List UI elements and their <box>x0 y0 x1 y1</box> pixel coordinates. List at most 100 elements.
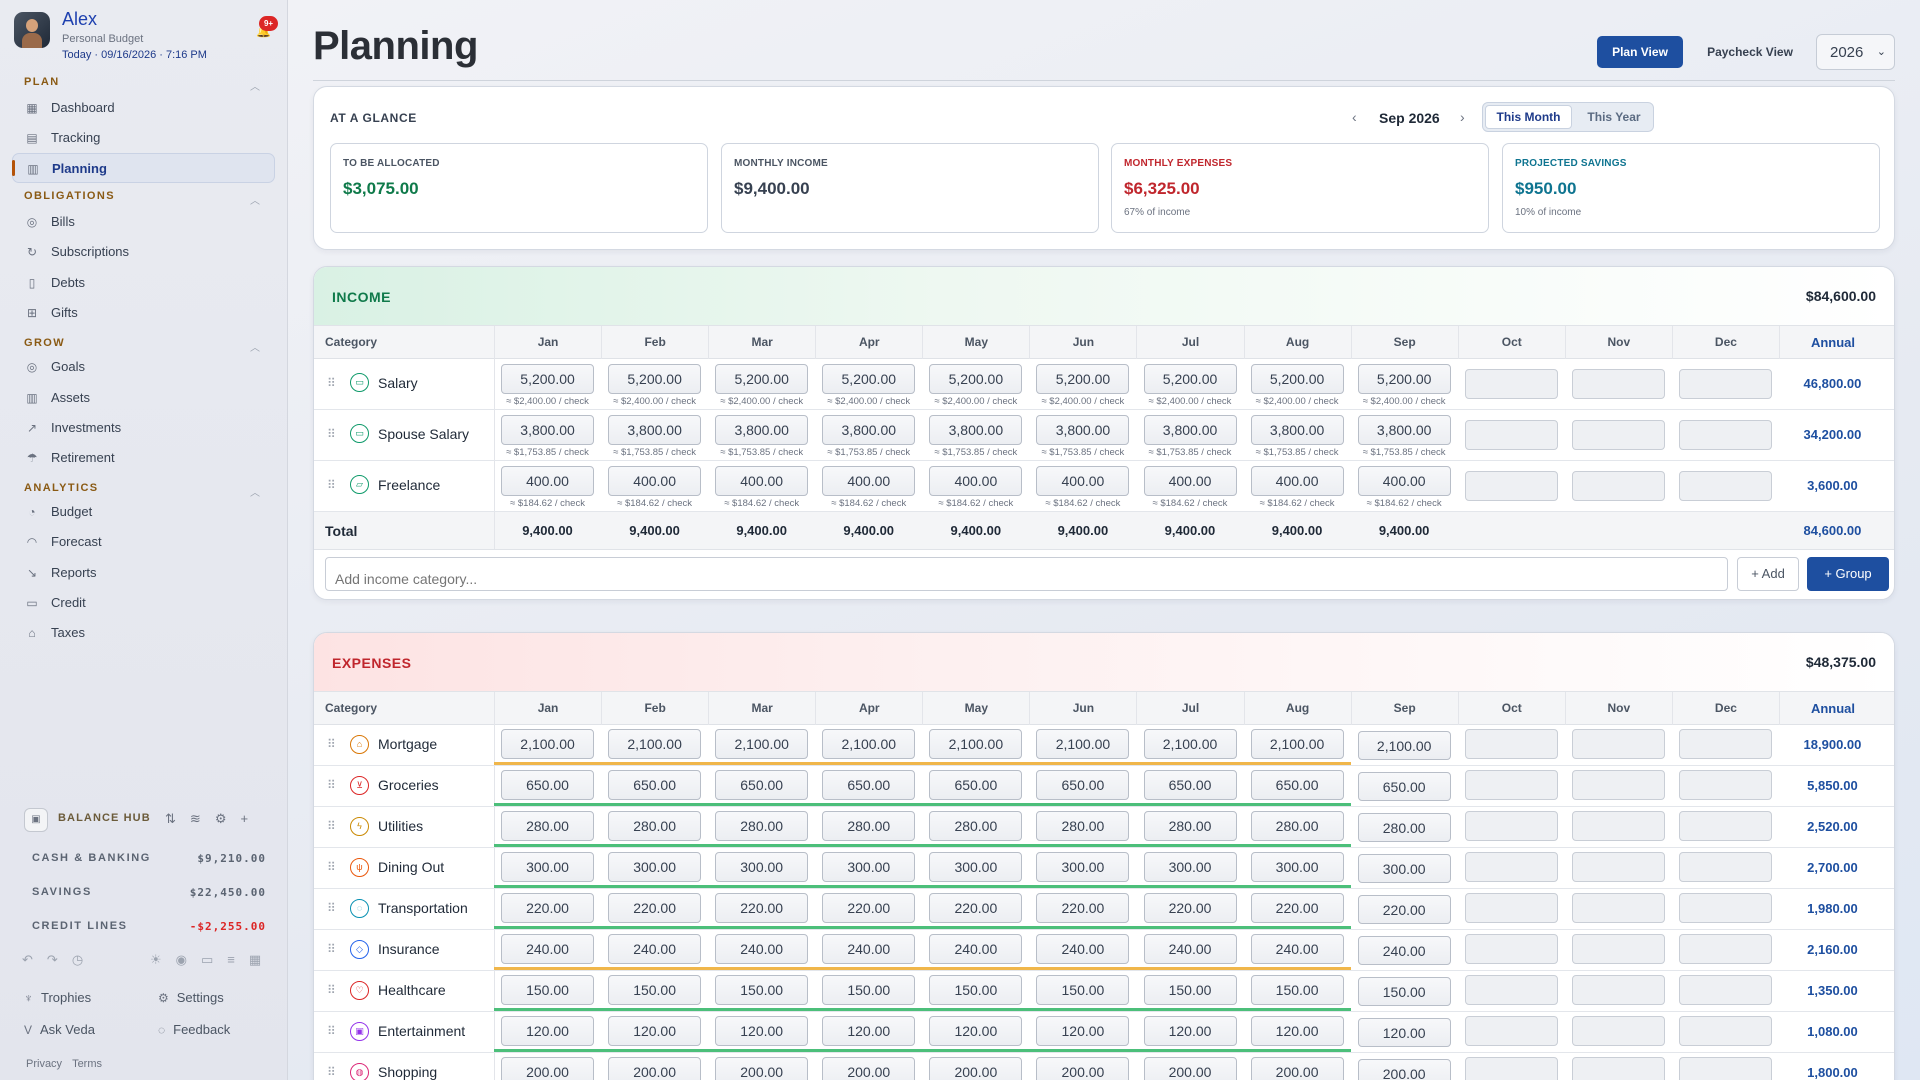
month-amount-input[interactable]: 240.00 <box>1250 934 1344 964</box>
month-amount-input[interactable] <box>1464 975 1558 1005</box>
month-amount-input[interactable]: 240.00 <box>929 934 1023 964</box>
this-year-tab[interactable]: This Year <box>1587 110 1641 124</box>
month-amount-input[interactable]: 300.00 <box>715 852 809 882</box>
month-amount-input[interactable]: 120.00 <box>608 1016 702 1046</box>
sort-icon[interactable]: ⇅ <box>165 811 190 826</box>
month-amount-input[interactable] <box>1571 811 1665 841</box>
month-amount-input[interactable] <box>1678 934 1772 964</box>
month-amount-input[interactable]: 400.00 <box>501 466 595 496</box>
month-amount-input[interactable]: 220.00 <box>608 893 702 923</box>
month-amount-input[interactable]: 400.00 <box>608 466 702 496</box>
this-month-tab[interactable]: This Month <box>1485 105 1572 129</box>
balance-row[interactable]: CASH & BANKING $9,210.00 <box>32 848 272 868</box>
month-amount-input[interactable]: 240.00 <box>608 934 702 964</box>
month-amount-input[interactable]: 120.00 <box>1036 1016 1130 1046</box>
month-amount-input[interactable]: 400.00 <box>1357 466 1451 496</box>
month-amount-input[interactable]: 150.00 <box>1143 975 1237 1005</box>
sidebar-item-taxes[interactable]: ⌂ Taxes <box>12 618 275 648</box>
month-amount-input[interactable] <box>1678 471 1772 501</box>
month-amount-input[interactable] <box>1678 420 1772 450</box>
month-amount-input[interactable]: 200.00 <box>1250 1057 1344 1080</box>
chevron-right-icon[interactable]: › <box>1460 109 1465 125</box>
sidebar-item-assets[interactable]: ▥ Assets <box>12 383 275 413</box>
month-amount-input[interactable] <box>1571 729 1665 759</box>
sidebar-item-credit[interactable]: ▭ Credit <box>12 588 275 618</box>
month-amount-input[interactable]: 400.00 <box>929 466 1023 496</box>
month-amount-input[interactable]: 2,100.00 <box>1250 729 1344 759</box>
month-amount-input[interactable]: 5,200.00 <box>501 364 595 394</box>
add-income-category-input[interactable] <box>325 557 1728 591</box>
drag-handle-icon[interactable]: ⠿ <box>327 427 336 441</box>
month-amount-input[interactable]: 280.00 <box>608 811 702 841</box>
month-amount-input[interactable]: 300.00 <box>608 852 702 882</box>
month-amount-input[interactable]: 2,100.00 <box>501 729 595 759</box>
month-amount-input[interactable]: 240.00 <box>501 934 595 964</box>
month-amount-input[interactable] <box>1464 811 1558 841</box>
drag-handle-icon[interactable]: ⠿ <box>327 983 336 997</box>
drag-handle-icon[interactable]: ⠿ <box>327 1024 336 1038</box>
month-amount-input[interactable]: 2,100.00 <box>1143 729 1237 759</box>
drag-handle-icon[interactable]: ⠿ <box>327 737 336 751</box>
redo-icon[interactable]: ↷ <box>46 952 72 967</box>
month-amount-input[interactable]: 150.00 <box>715 975 809 1005</box>
eye-icon[interactable]: ◉ <box>175 952 201 967</box>
month-amount-input[interactable]: 280.00 <box>715 811 809 841</box>
month-amount-input[interactable]: 120.00 <box>822 1016 916 1046</box>
theme-icon[interactable]: ☀ <box>150 952 176 967</box>
add-button[interactable]: + Add <box>1737 557 1799 591</box>
month-amount-input[interactable]: 3,800.00 <box>929 415 1023 445</box>
sidebar-item-investments[interactable]: ↗ Investments <box>12 413 275 443</box>
month-amount-input[interactable]: 2,100.00 <box>1357 731 1451 760</box>
month-amount-input[interactable] <box>1571 770 1665 800</box>
month-amount-input[interactable]: 200.00 <box>1036 1057 1130 1080</box>
month-amount-input[interactable]: 200.00 <box>822 1057 916 1080</box>
month-amount-input[interactable]: 5,200.00 <box>1357 364 1451 394</box>
undo-icon[interactable]: ↶ <box>22 952 47 967</box>
settings-link[interactable]: ⚙ Settings <box>158 990 224 1005</box>
month-amount-input[interactable] <box>1571 1057 1665 1080</box>
month-amount-input[interactable]: 220.00 <box>1036 893 1130 923</box>
month-amount-input[interactable]: 280.00 <box>1036 811 1130 841</box>
month-amount-input[interactable]: 3,800.00 <box>1250 415 1344 445</box>
plus-icon[interactable]: + <box>240 811 263 826</box>
layers-icon[interactable]: ≋ <box>189 811 215 826</box>
sidebar-item-debts[interactable]: ▯ Debts <box>12 268 275 298</box>
month-amount-input[interactable]: 2,100.00 <box>929 729 1023 759</box>
month-amount-input[interactable] <box>1678 770 1772 800</box>
month-amount-input[interactable]: 120.00 <box>1143 1016 1237 1046</box>
month-amount-input[interactable] <box>1464 934 1558 964</box>
month-amount-input[interactable] <box>1464 852 1558 882</box>
month-amount-input[interactable] <box>1571 893 1665 923</box>
balance-row[interactable]: CREDIT LINES -$2,255.00 <box>32 916 272 936</box>
chevron-left-icon[interactable]: ‹ <box>1352 109 1357 125</box>
month-amount-input[interactable]: 150.00 <box>822 975 916 1005</box>
month-amount-input[interactable]: 300.00 <box>501 852 595 882</box>
month-amount-input[interactable]: 200.00 <box>608 1057 702 1080</box>
archive-icon[interactable]: ▭ <box>201 952 228 967</box>
month-amount-input[interactable] <box>1464 1016 1558 1046</box>
month-amount-input[interactable] <box>1571 471 1665 501</box>
month-amount-input[interactable] <box>1464 420 1558 450</box>
month-amount-input[interactable]: 150.00 <box>501 975 595 1005</box>
month-amount-input[interactable] <box>1464 1057 1558 1080</box>
month-amount-input[interactable]: 150.00 <box>1357 977 1451 1006</box>
month-amount-input[interactable]: 200.00 <box>715 1057 809 1080</box>
month-amount-input[interactable]: 5,200.00 <box>929 364 1023 394</box>
month-amount-input[interactable]: 300.00 <box>1143 852 1237 882</box>
month-amount-input[interactable]: 240.00 <box>1036 934 1130 964</box>
month-amount-input[interactable]: 120.00 <box>1250 1016 1344 1046</box>
month-amount-input[interactable]: 5,200.00 <box>1143 364 1237 394</box>
month-amount-input[interactable] <box>1571 975 1665 1005</box>
sidebar-item-retirement[interactable]: ☂ Retirement <box>12 443 275 473</box>
month-amount-input[interactable]: 280.00 <box>1250 811 1344 841</box>
terms-link[interactable]: Terms <box>72 1058 103 1070</box>
month-amount-input[interactable]: 150.00 <box>1036 975 1130 1005</box>
month-amount-input[interactable]: 120.00 <box>929 1016 1023 1046</box>
month-amount-input[interactable] <box>1464 770 1558 800</box>
notifications-button[interactable]: 🔔 9+ <box>253 16 278 38</box>
month-amount-input[interactable]: 150.00 <box>1250 975 1344 1005</box>
month-amount-input[interactable]: 220.00 <box>929 893 1023 923</box>
month-amount-input[interactable]: 300.00 <box>929 852 1023 882</box>
chevron-up-icon[interactable]: ︿ <box>250 488 260 499</box>
month-amount-input[interactable] <box>1571 1016 1665 1046</box>
